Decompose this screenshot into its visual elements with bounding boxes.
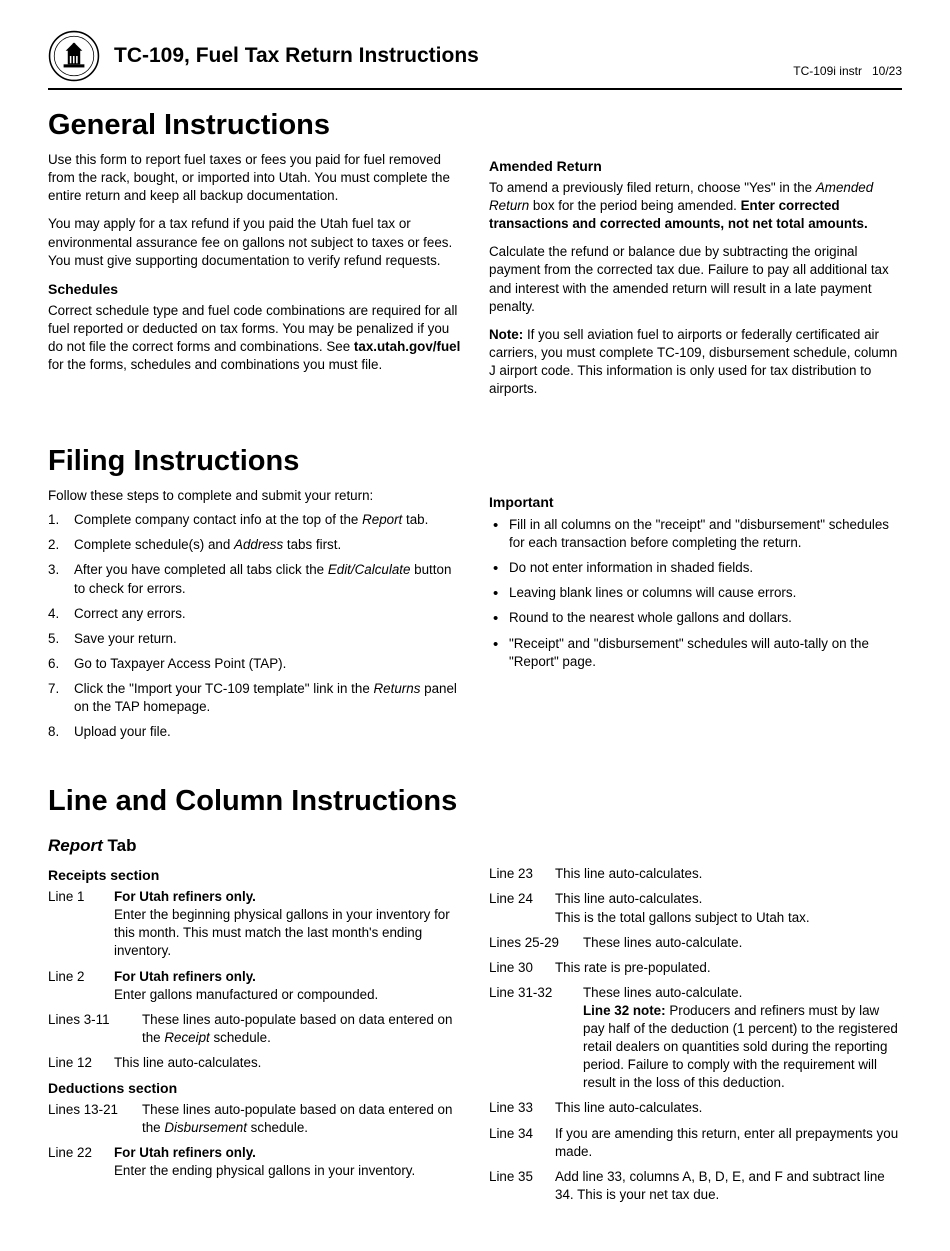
amended-p1: To amend a previously filed return, choo… (489, 179, 902, 233)
document-title: TC-109, Fuel Tax Return Instructions (114, 42, 793, 70)
amended-return-subhead: Amended Return (489, 157, 902, 176)
line-right-col: Line 23 This line auto-calculates. Line … (489, 827, 902, 1211)
step-7: Click the "Import your TC-109 template" … (48, 680, 461, 716)
general-instructions-heading: General Instructions (48, 106, 902, 145)
step-4: Correct any errors. (48, 605, 461, 623)
general-instructions-body: Use this form to report fuel taxes or fe… (48, 151, 902, 408)
document-code: TC-109i instr 10/23 (793, 63, 902, 79)
line-2: Line 2 For Utah refiners only. Enter gal… (48, 968, 461, 1004)
line-column-body: Report Tab Receipts section Line 1 For U… (48, 827, 902, 1211)
general-p1: Use this form to report fuel taxes or fe… (48, 151, 461, 205)
filing-left-col: Follow these steps to complete and submi… (48, 487, 461, 748)
filing-steps-list: Complete company contact info at the top… (48, 511, 461, 741)
line-35: Line 35 Add line 33, columns A, B, D, E,… (489, 1168, 902, 1204)
bullet-4: Round to the nearest whole gallons and d… (489, 609, 902, 627)
amended-p3: Note: If you sell aviation fuel to airpo… (489, 326, 902, 398)
report-tab-subhead: Report Tab (48, 835, 461, 858)
receipts-section-subhead: Receipts section (48, 866, 461, 885)
state-seal-icon (48, 30, 100, 82)
lines-25-29: Lines 25-29 These lines auto-calculate. (489, 934, 902, 952)
line-column-instructions-heading: Line and Column Instructions (48, 782, 902, 821)
line-12: Line 12 This line auto-calculates. (48, 1054, 461, 1072)
line-left-col: Report Tab Receipts section Line 1 For U… (48, 827, 461, 1211)
document-header: TC-109, Fuel Tax Return Instructions TC-… (48, 30, 902, 90)
filing-instructions-heading: Filing Instructions (48, 442, 902, 481)
filing-instructions-body: Follow these steps to complete and submi… (48, 487, 902, 748)
general-p2: You may apply for a tax refund if you pa… (48, 215, 461, 269)
schedules-para: Correct schedule type and fuel code comb… (48, 302, 461, 374)
line-30: Line 30 This rate is pre-populated. (489, 959, 902, 977)
line-1: Line 1 For Utah refiners only. Enter the… (48, 888, 461, 960)
deductions-section-subhead: Deductions section (48, 1079, 461, 1098)
step-8: Upload your file. (48, 723, 461, 741)
step-2: Complete schedule(s) and Address tabs fi… (48, 536, 461, 554)
bullet-3: Leaving blank lines or columns will caus… (489, 584, 902, 602)
step-6: Go to Taxpayer Access Point (TAP). (48, 655, 461, 673)
important-subhead: Important (489, 493, 902, 512)
important-bullets: Fill in all columns on the "receipt" and… (489, 516, 902, 671)
bullet-1: Fill in all columns on the "receipt" and… (489, 516, 902, 552)
bullet-2: Do not enter information in shaded field… (489, 559, 902, 577)
bullet-5: "Receipt" and "disbursement" schedules w… (489, 635, 902, 671)
amended-p2: Calculate the refund or balance due by s… (489, 243, 902, 315)
filing-intro: Follow these steps to complete and submi… (48, 487, 461, 505)
line-23: Line 23 This line auto-calculates. (489, 865, 902, 883)
general-left-col: Use this form to report fuel taxes or fe… (48, 151, 461, 408)
line-22: Line 22 For Utah refiners only. Enter th… (48, 1144, 461, 1180)
filing-right-col: Important Fill in all columns on the "re… (489, 487, 902, 748)
step-1: Complete company contact info at the top… (48, 511, 461, 529)
lines-31-32: Line 31-32 These lines auto-calculate. L… (489, 984, 902, 1093)
step-3: After you have completed all tabs click … (48, 561, 461, 597)
step-5: Save your return. (48, 630, 461, 648)
line-33: Line 33 This line auto-calculates. (489, 1099, 902, 1117)
line-34: Line 34 If you are amending this return,… (489, 1125, 902, 1161)
lines-13-21: Lines 13-21 These lines auto-populate ba… (48, 1101, 461, 1137)
line-24: Line 24 This line auto-calculates. This … (489, 890, 902, 926)
general-right-col: Amended Return To amend a previously fil… (489, 151, 902, 408)
lines-3-11: Lines 3-11 These lines auto-populate bas… (48, 1011, 461, 1047)
schedules-subhead: Schedules (48, 280, 461, 299)
